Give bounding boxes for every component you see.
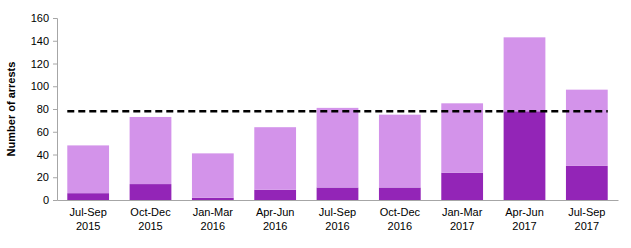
y-tick-mark xyxy=(53,109,57,110)
y-tick-label: 40 xyxy=(37,149,49,161)
bar xyxy=(379,187,421,200)
y-tick-mark xyxy=(53,64,57,65)
y-tick: 80 xyxy=(37,103,57,115)
bar xyxy=(379,115,421,188)
bar xyxy=(441,103,483,172)
y-tick-label: 0 xyxy=(43,194,49,206)
y-tick: 100 xyxy=(31,80,57,92)
y-axis-title: Number of arrests xyxy=(5,62,17,157)
x-tick-label: Jul-Sep2015 xyxy=(70,206,107,232)
x-tick-label: Jan-Mar2016 xyxy=(193,206,234,232)
x-tick-label: Oct-Dec2015 xyxy=(130,206,171,232)
y-tick-mark xyxy=(53,41,57,42)
y-tick: 160 xyxy=(31,12,57,24)
x-tick-label: Jul-Sep2016 xyxy=(319,206,356,232)
x-tick-label: Jul-Sep2017 xyxy=(568,206,605,232)
y-tick-label: 160 xyxy=(31,12,49,24)
bar xyxy=(67,145,109,193)
x-tick: Jan-Mar2017 xyxy=(442,200,483,232)
x-tick-label: Apr-Jun2017 xyxy=(505,206,544,232)
bar xyxy=(441,173,483,200)
y-tick-label: 120 xyxy=(31,58,49,70)
y-tick: 0 xyxy=(43,194,57,206)
bar xyxy=(504,37,546,111)
bar xyxy=(67,193,109,200)
bar xyxy=(130,117,172,184)
y-tick-mark xyxy=(53,18,57,19)
y-tick: 60 xyxy=(37,126,57,138)
y-tick: 120 xyxy=(31,58,57,70)
y-axis: 0 20 40 60 80 100 120 140 160 xyxy=(31,12,58,206)
y-tick-label: 100 xyxy=(31,80,49,92)
y-tick-mark xyxy=(53,200,57,201)
reference-line xyxy=(67,110,607,113)
plot-area: 0 20 40 60 80 100 120 140 160 Jul-Sep2015 Oct-Dec2… xyxy=(31,12,619,232)
y-tick-mark xyxy=(53,86,57,87)
x-tick: Apr-Jun2016 xyxy=(256,200,295,232)
y-tick-label: 140 xyxy=(31,35,49,47)
x-tick: Oct-Dec2016 xyxy=(380,200,421,232)
y-tick-label: 80 xyxy=(37,103,49,115)
y-tick-mark xyxy=(53,177,57,178)
y-tick-label: 20 xyxy=(37,171,49,183)
x-tick: Oct-Dec2015 xyxy=(130,200,171,232)
x-tick: Jul-Sep2016 xyxy=(319,200,356,232)
y-axis-line xyxy=(53,19,58,201)
bar xyxy=(254,127,296,190)
bar xyxy=(192,153,234,197)
bar xyxy=(317,108,359,188)
y-tick: 40 xyxy=(37,149,57,161)
bar-series xyxy=(67,37,607,197)
bar xyxy=(566,90,608,166)
x-tick: Jul-Sep2015 xyxy=(70,200,107,232)
x-tick-label: Oct-Dec2016 xyxy=(380,206,421,232)
bar xyxy=(192,198,234,200)
marks xyxy=(67,37,607,200)
bar xyxy=(566,166,608,200)
bar xyxy=(254,190,296,200)
x-tick: Jul-Sep2017 xyxy=(568,200,605,232)
y-tick-mark xyxy=(53,132,57,133)
x-tick: Jan-Mar2016 xyxy=(193,200,234,232)
bar xyxy=(504,111,546,200)
y-tick-mark xyxy=(53,155,57,156)
bar xyxy=(317,187,359,200)
chart: 0 20 40 60 80 100 120 140 160 Jul-Sep2015 Oct-Dec2… xyxy=(0,0,631,248)
bar xyxy=(130,184,172,200)
y-tick: 140 xyxy=(31,35,57,47)
x-axis: Jul-Sep2015 Oct-Dec2015 Jan-Mar2016 Apr-Jun… xyxy=(58,200,619,232)
x-tick: Apr-Jun2017 xyxy=(505,200,544,232)
x-tick-label: Jan-Mar2017 xyxy=(442,206,483,232)
y-tick-label: 60 xyxy=(37,126,49,138)
x-tick-label: Apr-Jun2016 xyxy=(256,206,295,232)
y-tick: 20 xyxy=(37,171,57,183)
x-axis-line xyxy=(58,200,619,201)
